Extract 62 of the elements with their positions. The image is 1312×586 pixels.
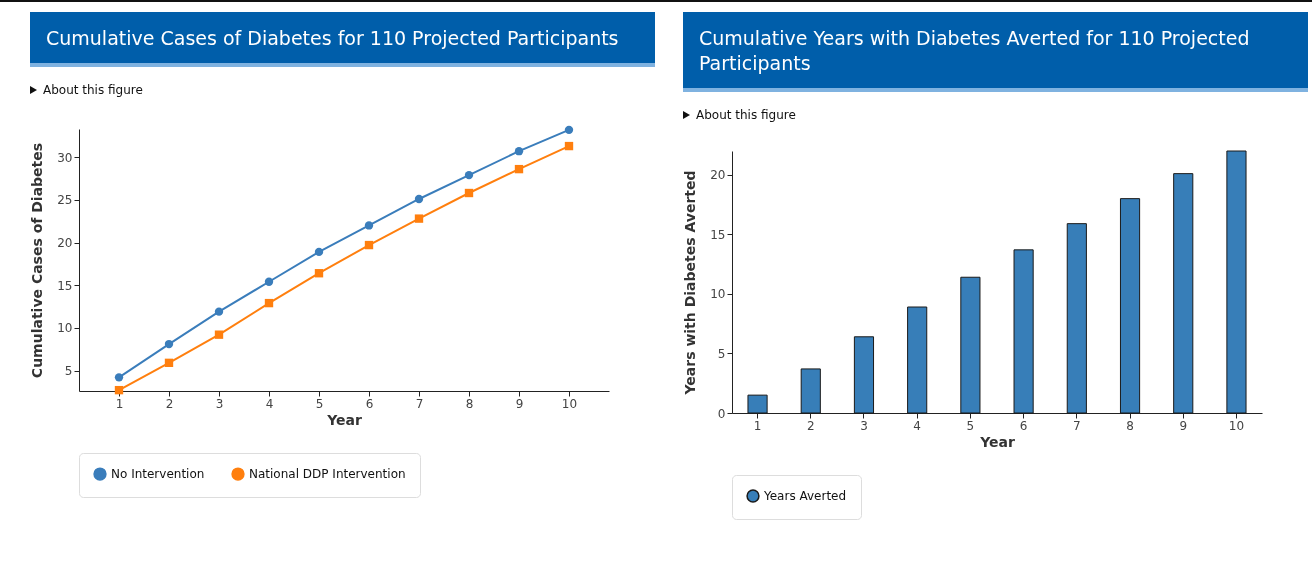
- point: [514, 147, 524, 156]
- point: [114, 373, 124, 382]
- y-tick-label: 20: [57, 236, 73, 250]
- text: About this figure: [43, 83, 143, 97]
- legend-label: Years Averted: [763, 489, 847, 503]
- point: [564, 125, 574, 135]
- x-tick-label: 1: [115, 396, 124, 411]
- point: [514, 164, 524, 174]
- x-tick-label: 10: [561, 396, 578, 411]
- y-tick-label: 5: [64, 364, 73, 379]
- y-tick-label: 25: [57, 193, 73, 208]
- point: [264, 277, 274, 286]
- x-tick-label: 8: [465, 396, 474, 411]
- x-tick-label: 9: [1179, 418, 1188, 433]
- x-tick-label: 2: [806, 418, 815, 433]
- x-axis-title: Year: [979, 433, 1015, 450]
- point: [114, 385, 124, 395]
- legend-label: No Intervention: [111, 467, 205, 482]
- x-tick-label: 1: [753, 418, 762, 433]
- text: About this figure: [696, 108, 796, 122]
- y-tick-label: 5: [717, 346, 726, 361]
- y-tick-label: 10: [710, 287, 726, 302]
- point: [214, 330, 224, 339]
- x-tick-label: 8: [1126, 418, 1134, 433]
- y-axis-title: Years with Diabetes Averted: [682, 170, 699, 396]
- y-tick-label: 15: [57, 278, 73, 293]
- point: [464, 170, 474, 180]
- point: [364, 240, 374, 250]
- point: [264, 298, 274, 308]
- x-tick-label: 6: [365, 396, 374, 411]
- point: [364, 221, 374, 230]
- y-tick-label: 30: [57, 150, 73, 165]
- y-tick-label: 0: [717, 406, 726, 421]
- x-axis-title: Year: [326, 411, 362, 428]
- x-tick-label: 7: [1073, 418, 1081, 433]
- point: [414, 214, 424, 223]
- point: [314, 247, 324, 257]
- y-axis-title: Cumulative Cases of Diabetes: [29, 142, 46, 379]
- x-tick-label: 7: [415, 396, 424, 411]
- chart-title: Cumulative Years with Diabetes Averted for 110 Projected Participants: [683, 12, 1308, 92]
- point: [564, 141, 574, 151]
- x-tick-label: 3: [860, 418, 868, 433]
- chart-title: Cumulative Cases of Diabetes for 110 Projected Participants: [30, 12, 655, 67]
- x-tick-label: 6: [1019, 418, 1028, 433]
- point: [214, 307, 224, 316]
- x-tick-label: 5: [966, 418, 975, 433]
- x-tick-label: 4: [265, 396, 274, 411]
- legend-label: National DDP Intervention: [249, 467, 406, 482]
- point: [464, 188, 474, 198]
- y-tick-label: 20: [710, 168, 726, 183]
- point: [314, 269, 324, 278]
- y-tick-label: 10: [57, 321, 73, 336]
- x-tick-label: 5: [315, 396, 324, 411]
- x-tick-label: 4: [913, 418, 921, 433]
- x-tick-label: 9: [515, 396, 524, 411]
- point: [164, 339, 174, 349]
- x-tick-label: 3: [215, 396, 224, 411]
- point: [414, 194, 424, 204]
- y-tick-label: 15: [710, 227, 726, 242]
- x-tick-label: 2: [165, 396, 174, 411]
- point: [164, 358, 174, 368]
- x-tick-label: 10: [1228, 418, 1245, 433]
